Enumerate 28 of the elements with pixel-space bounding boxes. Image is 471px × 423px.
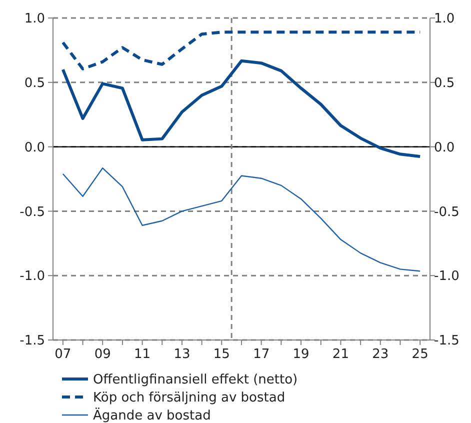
- x-tick-label: 23: [372, 347, 389, 362]
- line-series: [61, 30, 422, 70]
- y-tick-label: 1.0: [24, 12, 45, 27]
- y-tick-label: -0.5: [20, 204, 45, 220]
- y2-tick-label: 1.0: [434, 12, 455, 27]
- y2-tick-label: 0.0: [434, 140, 455, 156]
- x-tick-label: 21: [332, 347, 349, 362]
- y2-tick-label: -0.5: [434, 204, 460, 220]
- legend-label: Köp och försäljning av bostad: [93, 390, 286, 406]
- x-tick-label: 07: [54, 347, 72, 362]
- y2-tick-label: -1.5: [434, 334, 460, 349]
- x-tick-label: 11: [134, 347, 151, 362]
- y-tick-label: 0.5: [24, 76, 45, 91]
- legend-label: Ägande av bostad: [93, 408, 211, 423]
- y2-tick-label: -1.0: [434, 269, 460, 284]
- x-tick-label: 19: [292, 347, 310, 362]
- x-tick-label: 25: [412, 347, 428, 362]
- y-tick-label: -1.5: [20, 334, 45, 349]
- y-tick-label: -1.0: [20, 269, 45, 284]
- x-tick-label: 09: [94, 347, 111, 362]
- legend-label: Offentligfinansiell effekt (netto): [93, 372, 298, 388]
- y-tick-label: 0.0: [24, 140, 45, 156]
- line-series: [62, 167, 421, 272]
- x-tick-label: 17: [253, 347, 270, 362]
- x-tick-label: 15: [213, 347, 230, 362]
- y2-tick-label: 0.5: [434, 76, 455, 91]
- line-series: [61, 59, 422, 158]
- x-tick-label: 13: [174, 347, 190, 362]
